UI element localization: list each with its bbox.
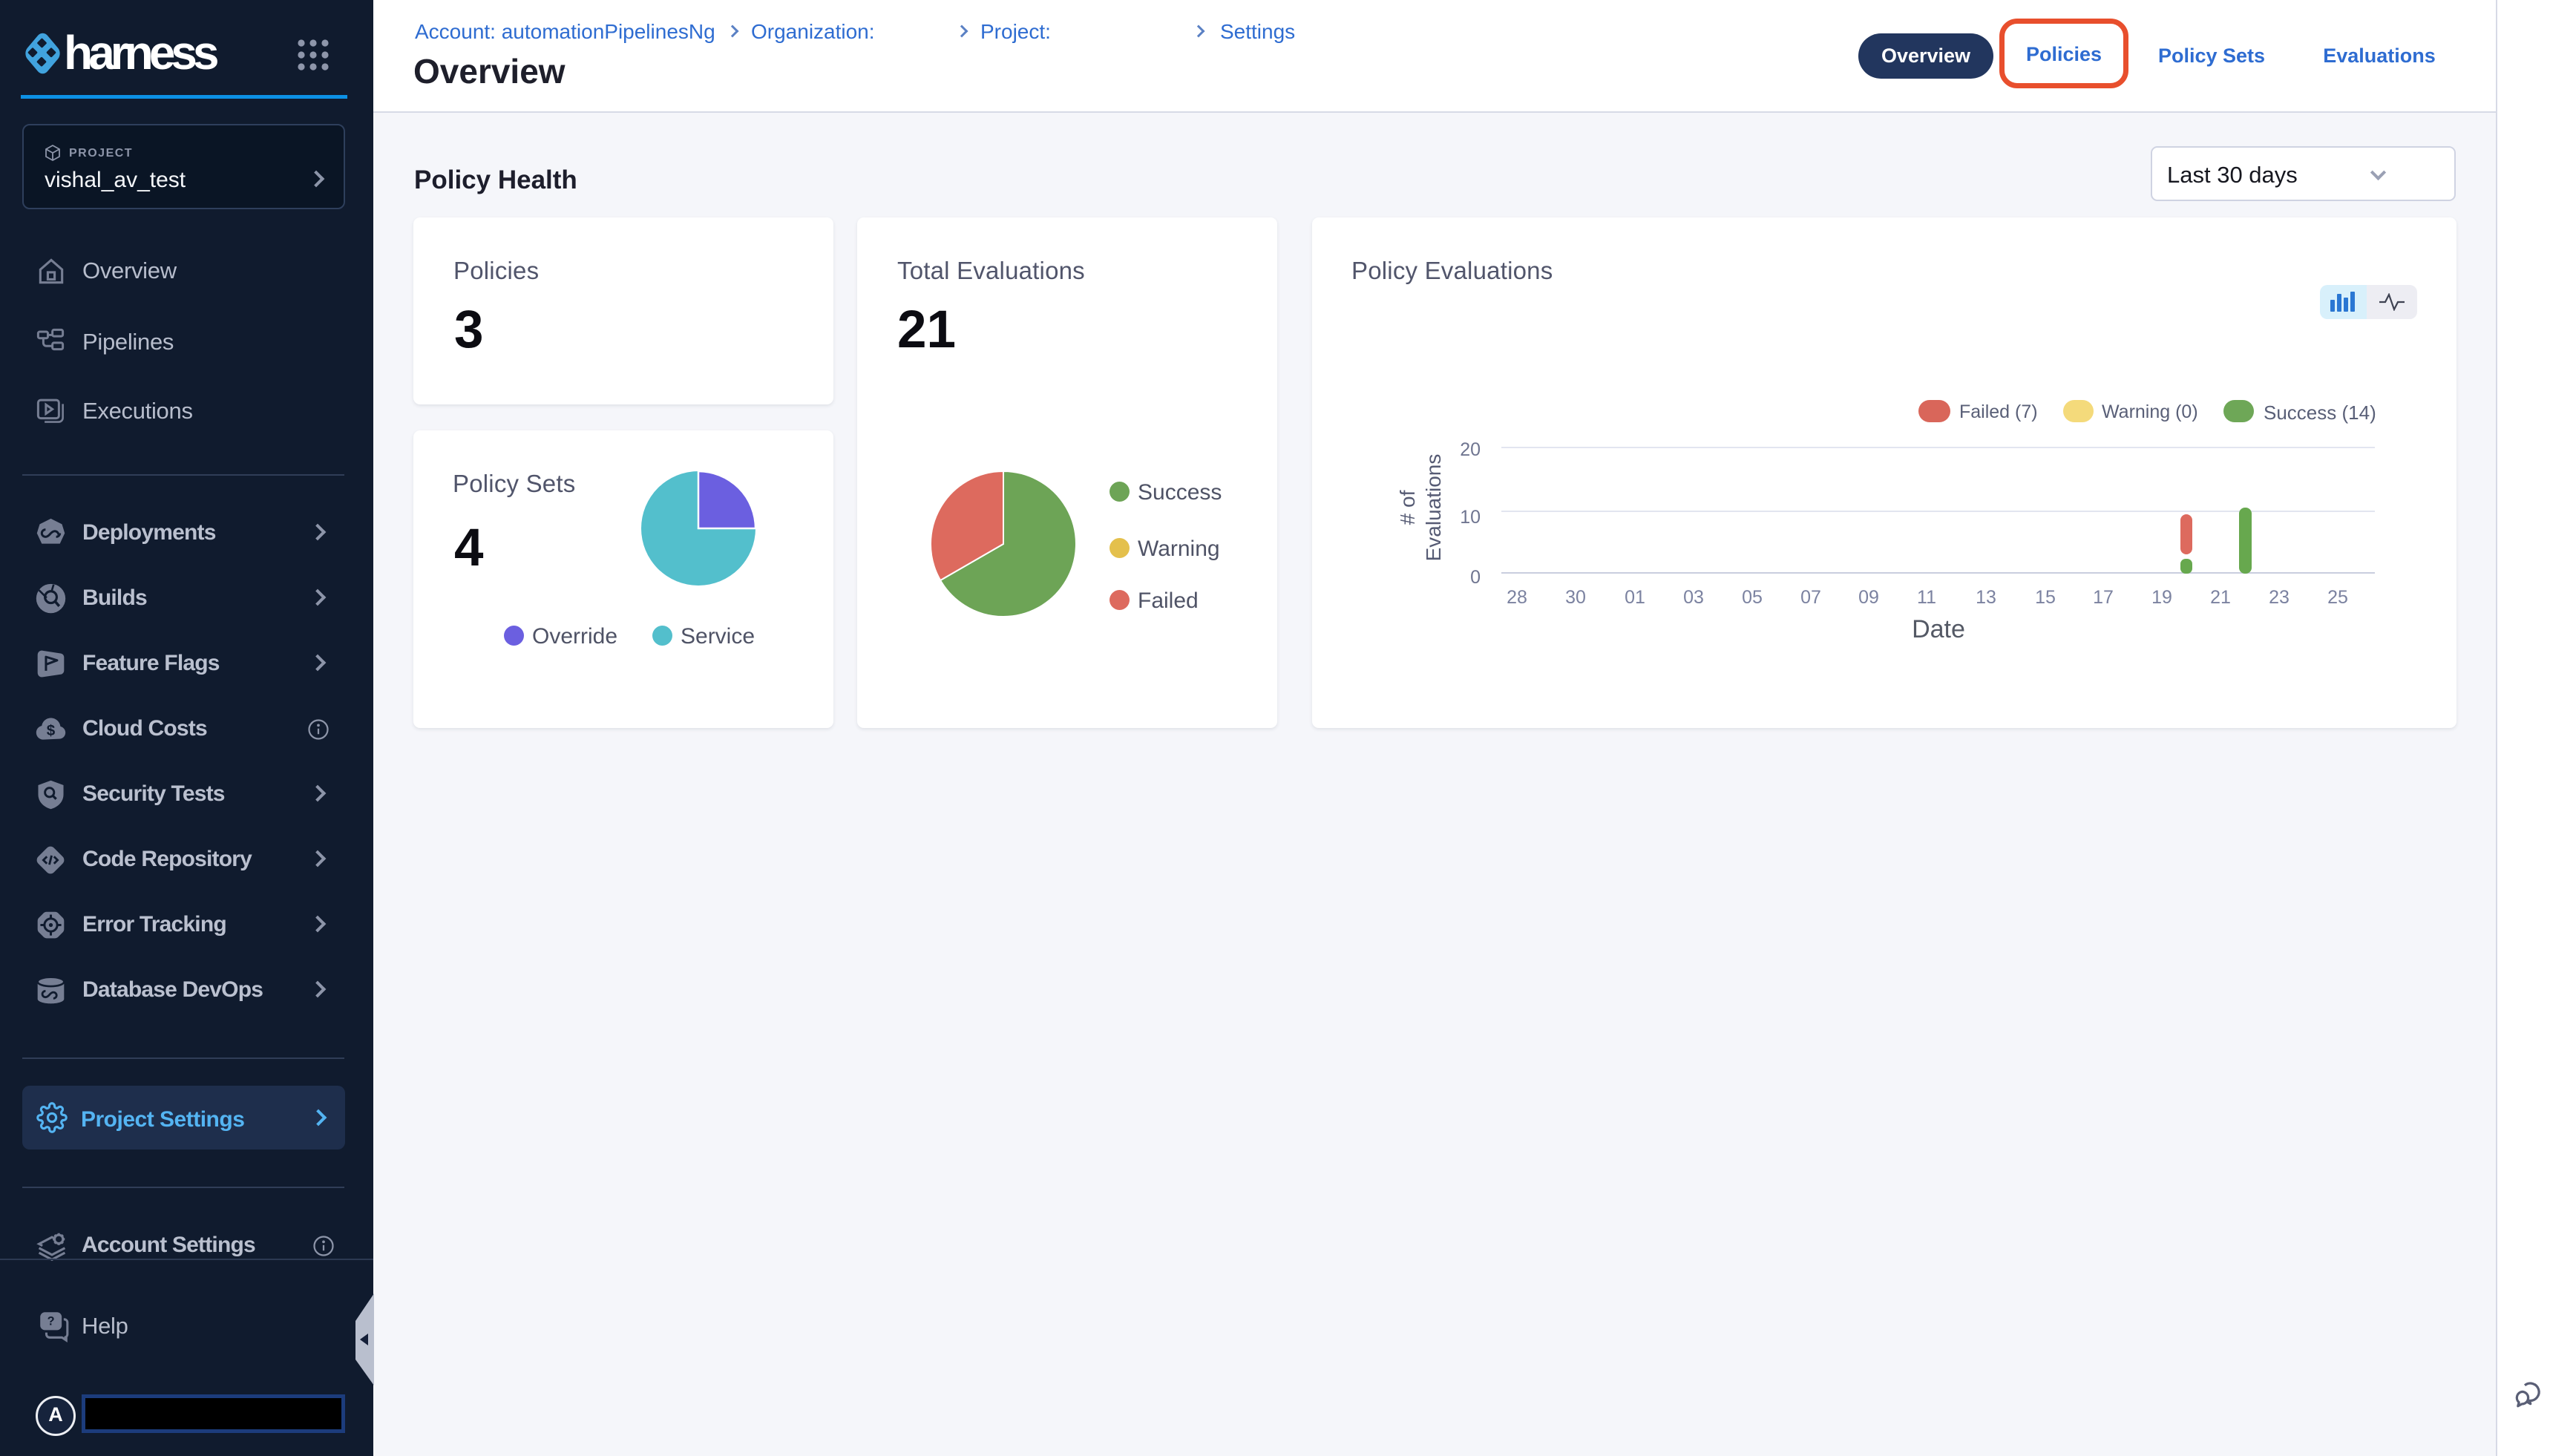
- svg-text:$: $: [47, 722, 56, 739]
- svg-text:?: ?: [47, 1315, 55, 1328]
